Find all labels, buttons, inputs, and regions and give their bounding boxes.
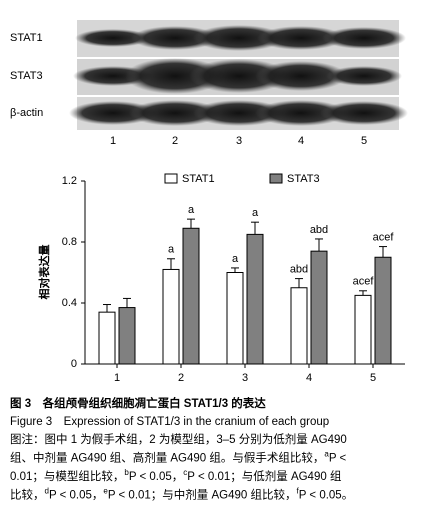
superscript: f bbox=[297, 486, 300, 495]
note-text: 比较， bbox=[10, 488, 45, 502]
note-text: P < 0.05。 bbox=[299, 490, 353, 502]
bar bbox=[310, 250, 328, 365]
blot-band bbox=[75, 29, 151, 47]
blot-band bbox=[255, 61, 347, 91]
superscript: c bbox=[183, 468, 187, 477]
legend-label: STAT3 bbox=[287, 173, 320, 185]
blot-band bbox=[322, 27, 406, 49]
legend-label: STAT1 bbox=[182, 173, 215, 185]
lane-label: 2 bbox=[172, 135, 178, 147]
bar-label: a bbox=[188, 204, 195, 216]
note-text: P < bbox=[329, 453, 347, 465]
x-tick-label: 3 bbox=[242, 372, 248, 384]
bar bbox=[374, 256, 392, 365]
blot-band bbox=[255, 100, 347, 126]
bar bbox=[246, 233, 264, 365]
blot-band bbox=[131, 26, 219, 50]
caption-note: 图注：图中 1 为假手术组，2 为模型组，3–5 分别为低剂量 AG490 bbox=[10, 432, 347, 446]
x-tick-label: 5 bbox=[370, 372, 376, 384]
note-text: 图注：图中 1 为假手术组，2 为模型组，3–5 分别为低剂量 AG490 bbox=[10, 432, 347, 446]
bar-label: a bbox=[168, 244, 175, 256]
blot-band bbox=[257, 26, 345, 50]
note-text: P < 0.01；与低剂量 AG490 组 bbox=[187, 469, 342, 483]
bar bbox=[226, 272, 244, 365]
bar-label: a bbox=[252, 207, 259, 219]
caption-note: 比较，dP < 0.05，eP < 0.01；与中剂量 AG490 组比较，fP… bbox=[10, 486, 353, 501]
caption-note: 0.01；与模型组比较，bP < 0.05，cP < 0.01；与低剂量 AG4… bbox=[10, 468, 342, 483]
note-text: P < 0.05， bbox=[129, 471, 183, 483]
caption-title-en: Figure 3 Expression of STAT1/3 in the cr… bbox=[10, 416, 329, 428]
bar-label: abd bbox=[290, 264, 308, 276]
lane-label: 5 bbox=[361, 135, 367, 147]
y-tick-label: 0.8 bbox=[62, 236, 77, 248]
y-axis-label: 相对表达量 bbox=[37, 245, 51, 300]
x-tick-label: 1 bbox=[114, 372, 120, 384]
superscript: a bbox=[324, 449, 329, 458]
blot-row-label: β-actin bbox=[10, 107, 43, 119]
y-tick-label: 0.4 bbox=[62, 297, 77, 309]
lane-label: 1 bbox=[110, 135, 116, 147]
legend-swatch bbox=[269, 173, 283, 184]
lane-label: 4 bbox=[298, 135, 304, 147]
caption-title: 图 3 各组颅骨组织细胞凋亡蛋白 STAT1/3 的表达 bbox=[10, 396, 266, 410]
note-text: P < 0.05， bbox=[49, 490, 103, 502]
bar bbox=[354, 294, 372, 365]
superscript: e bbox=[103, 486, 108, 495]
bar-label: acef bbox=[353, 276, 375, 288]
blot-band bbox=[320, 101, 408, 125]
bar bbox=[290, 287, 308, 365]
bar bbox=[118, 307, 136, 365]
superscript: d bbox=[45, 486, 49, 495]
note-text: P < 0.01；与中剂量 AG490 组比较， bbox=[108, 488, 297, 502]
blot-row-label: STAT1 bbox=[10, 32, 43, 44]
legend-swatch bbox=[164, 173, 178, 184]
bar-label: a bbox=[232, 253, 239, 265]
x-tick-label: 4 bbox=[306, 372, 312, 384]
western-blot: STAT1 STAT3 β-actin 1 2 3 4 5 bbox=[10, 20, 408, 147]
bar-label: acef bbox=[373, 231, 395, 243]
bar bbox=[98, 311, 116, 365]
bar-label: abd bbox=[310, 224, 328, 236]
y-tick-label: 1.2 bbox=[62, 175, 77, 187]
note-text: 组、中剂量 AG490 组、高剂量 AG490 组。与假手术组比较， bbox=[10, 451, 324, 465]
blot-band bbox=[193, 25, 285, 51]
y-tick-label: 0 bbox=[71, 358, 77, 370]
blot-band bbox=[129, 100, 221, 126]
bar bbox=[182, 227, 200, 365]
blot-band bbox=[326, 66, 402, 86]
lane-label: 3 bbox=[236, 135, 242, 147]
x-tick-label: 2 bbox=[178, 372, 184, 384]
caption-note: 组、中剂量 AG490 组、高剂量 AG490 组。与假手术组比较，aP < bbox=[10, 449, 347, 464]
note-text: 0.01；与模型组比较， bbox=[10, 469, 124, 483]
bar bbox=[162, 268, 180, 365]
blot-row-label: STAT3 bbox=[10, 70, 43, 82]
superscript: b bbox=[124, 468, 129, 477]
